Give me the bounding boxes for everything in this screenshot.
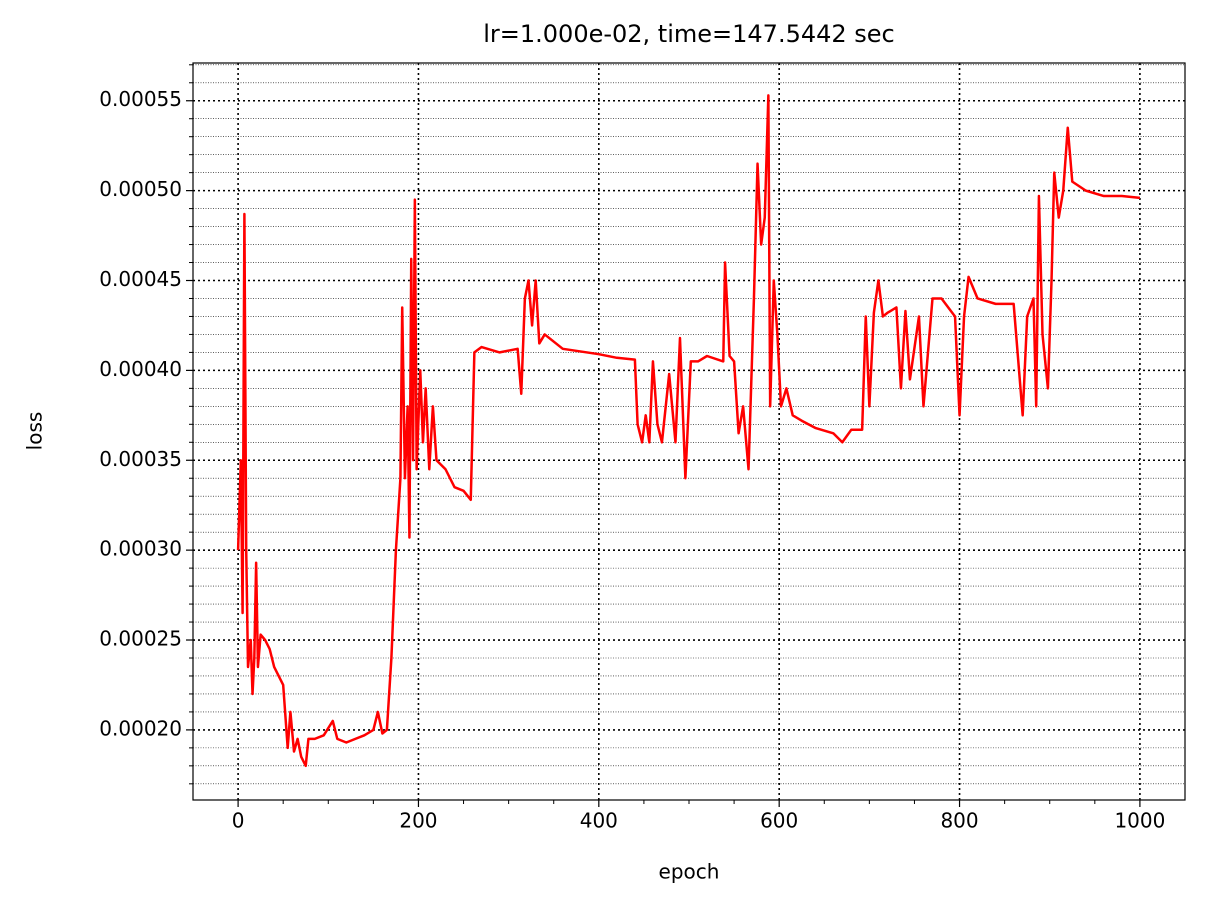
x-axis-label: epoch <box>659 860 720 884</box>
y-tick-label: 0.00055 <box>99 87 182 111</box>
x-tick-label: 800 <box>940 809 978 833</box>
y-tick-label: 0.00040 <box>99 357 182 381</box>
plot-frame <box>192 62 1186 801</box>
y-tick-label: 0.00035 <box>99 447 182 471</box>
y-tick-label: 0.00045 <box>99 267 182 291</box>
x-tick-label: 600 <box>760 809 798 833</box>
y-tick-label: 0.00050 <box>99 177 182 201</box>
y-axis-label: loss <box>23 412 47 451</box>
chart-title: lr=1.000e-02, time=147.5442 sec <box>483 20 895 48</box>
x-tick-label: 400 <box>580 809 618 833</box>
x-tick-label: 200 <box>399 809 437 833</box>
x-tick-label: 0 <box>232 809 245 833</box>
loss-line <box>236 94 1141 768</box>
y-tick-label: 0.00025 <box>99 627 182 651</box>
y-tick-label: 0.00030 <box>99 537 182 561</box>
x-tick-label: 1000 <box>1114 809 1165 833</box>
y-tick-label: 0.00020 <box>99 716 182 740</box>
